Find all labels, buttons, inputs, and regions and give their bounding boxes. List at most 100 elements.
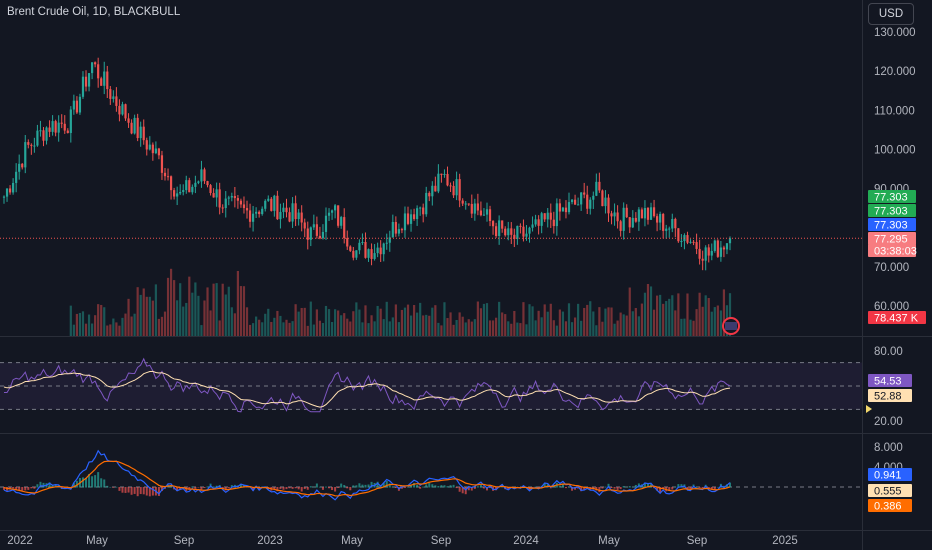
us-flag-icon	[725, 322, 737, 330]
macd-histogram-bar	[674, 486, 677, 488]
candle-body	[595, 181, 598, 196]
price-tick-label: 60.000	[874, 301, 909, 313]
candle-body	[616, 212, 619, 222]
currency-button[interactable]: USD	[868, 3, 914, 25]
candle-body	[391, 222, 394, 238]
macd-histogram-bar	[543, 483, 546, 488]
candle-body	[580, 192, 583, 205]
volume-bar	[573, 317, 577, 336]
macd-histogram-bar	[30, 487, 33, 489]
price-label-box	[868, 204, 916, 217]
volume-bar	[264, 313, 267, 336]
macd-label: 0.555	[874, 486, 902, 498]
macd-histogram-bar	[479, 484, 482, 488]
macd-histogram-bar	[440, 485, 443, 488]
volume-bar	[343, 313, 346, 336]
macd-histogram-bar	[346, 487, 349, 489]
candle-body	[267, 198, 270, 201]
candle-body	[385, 242, 388, 244]
volume-bar	[118, 325, 121, 336]
candle-body	[622, 207, 625, 231]
time-axis-label: Sep	[174, 535, 194, 547]
volume-bar	[495, 317, 498, 336]
macd-histogram-bar	[385, 481, 388, 488]
macd-histogram-bar	[583, 487, 586, 491]
candle-body	[698, 248, 701, 259]
macd-histogram-bar	[473, 487, 476, 489]
candle-body	[12, 182, 15, 193]
volume-bar	[412, 305, 416, 336]
candle-body	[446, 173, 449, 186]
volume-bar	[674, 310, 677, 336]
candle-body	[543, 213, 546, 220]
macd-histogram-bar	[370, 481, 373, 488]
volume-bar	[668, 298, 671, 336]
candle-body	[634, 217, 637, 222]
macd-histogram-bar	[285, 487, 288, 490]
candle-body	[361, 241, 364, 243]
volume-bar	[215, 283, 218, 336]
candle-body	[458, 179, 461, 201]
volume-bar	[148, 296, 151, 336]
volume-bar	[540, 317, 543, 336]
macd-histogram-bar	[577, 487, 580, 489]
macd-line	[3, 449, 731, 501]
macd-histogram-bar	[376, 481, 379, 488]
candle-body	[701, 258, 704, 261]
macd-histogram-bar	[434, 485, 437, 488]
candle-body	[39, 130, 42, 132]
volume-bar	[577, 303, 580, 336]
volume-bar	[555, 325, 558, 336]
macd-histogram-bar	[713, 487, 716, 490]
candle-body	[169, 176, 173, 191]
candle-body	[270, 198, 273, 211]
macd-histogram-bar	[367, 484, 370, 488]
macd-histogram-bar	[54, 484, 57, 488]
candle-body	[294, 203, 297, 220]
macd-label: 0.941	[874, 470, 902, 482]
candle-body	[242, 204, 246, 209]
volume-bar	[467, 319, 470, 336]
candle-body	[233, 196, 236, 199]
volume-bar	[710, 311, 713, 336]
volume-bar	[655, 295, 659, 336]
candle-body	[124, 104, 127, 119]
macd-histogram-bar	[331, 487, 334, 491]
volume-bar	[382, 319, 385, 336]
candle-body	[115, 96, 118, 106]
macd-histogram-bar	[403, 487, 406, 489]
time-axis-label: 2025	[772, 535, 798, 547]
volume-bar	[561, 311, 565, 336]
volume-bar	[406, 304, 410, 336]
macd-histogram-bar	[306, 487, 309, 490]
macd-histogram-bar	[197, 487, 200, 488]
candle-body	[90, 62, 94, 74]
candle-body	[443, 173, 446, 175]
volume-bar	[498, 301, 501, 336]
candle-body	[285, 207, 288, 213]
volume-bar	[491, 320, 495, 336]
volume-bar	[334, 309, 337, 336]
volume-bar	[628, 287, 631, 336]
volume-bar	[482, 303, 486, 336]
candle-body	[291, 203, 294, 222]
macd-histogram-bar	[9, 487, 12, 490]
volume-bar	[686, 293, 689, 336]
candle-body	[121, 104, 124, 115]
macd-histogram-bar	[598, 487, 601, 493]
macd-histogram-bar	[428, 483, 431, 488]
volume-bar	[315, 309, 318, 336]
candle-body	[340, 217, 343, 226]
volume-bar	[652, 309, 656, 336]
time-axis-label: May	[341, 535, 363, 547]
candle-body	[461, 200, 464, 204]
macd-histogram-bar	[288, 487, 291, 489]
candle-body	[504, 228, 507, 236]
candle-body	[467, 203, 470, 205]
candle-body	[33, 145, 36, 147]
candle-body	[707, 247, 710, 256]
volume-bar	[501, 312, 504, 336]
volume-bar	[595, 325, 598, 336]
volume-bar	[324, 305, 328, 336]
